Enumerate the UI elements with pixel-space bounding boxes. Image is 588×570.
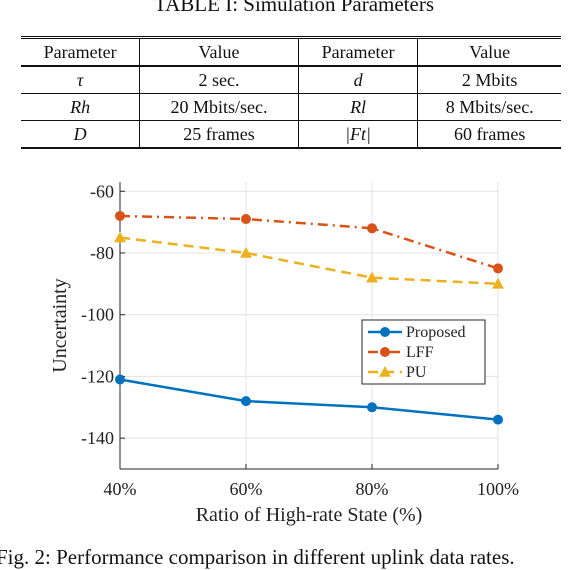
header-cell: Parameter bbox=[297, 36, 419, 67]
legend-label: PU bbox=[406, 364, 427, 381]
table-cell: 8 Mbits/sec. bbox=[417, 93, 561, 121]
header-cell: Value bbox=[417, 36, 561, 67]
table-cell: 60 frames bbox=[417, 120, 561, 149]
chart-container: -60 -80 -100 -120 -140 40% 60% 80% 100% Ratio of … bbox=[0, 170, 588, 530]
table-row: τ 2 sec. d 2 Mbits bbox=[21, 65, 561, 94]
table-cell: D bbox=[21, 120, 141, 149]
data-point-proposed bbox=[241, 396, 251, 407]
table-cell: d bbox=[297, 65, 419, 94]
data-point-pu bbox=[114, 231, 126, 243]
y-tick-label: -100 bbox=[81, 305, 114, 325]
x-tick-label: 100% bbox=[477, 479, 519, 499]
y-tick-label: -80 bbox=[90, 243, 114, 263]
legend-label: Proposed bbox=[406, 324, 466, 341]
table-cell: 20 Mbits/sec. bbox=[139, 93, 299, 121]
data-point-lff bbox=[241, 214, 251, 225]
legend-marker bbox=[380, 327, 390, 337]
table-cell: 2 Mbits bbox=[417, 65, 561, 94]
header-cell: Parameter bbox=[21, 36, 141, 67]
x-tick-label: 60% bbox=[230, 479, 263, 499]
table-cell: τ bbox=[21, 65, 141, 94]
table-row: Rh 20 Mbits/sec. Rl 8 Mbits/sec. bbox=[21, 93, 561, 121]
data-point-proposed bbox=[493, 414, 503, 425]
data-point-pu bbox=[492, 277, 504, 289]
y-axis-label: Uncertainty bbox=[49, 278, 71, 372]
table-row: D 25 frames |Ft| 60 frames bbox=[21, 120, 561, 149]
simulation-parameters-table: Parameter Value Parameter Value τ 2 sec.… bbox=[21, 36, 561, 149]
figure-caption: Fig. 2: Performance comparison in differ… bbox=[0, 545, 515, 569]
y-tick-label: -120 bbox=[81, 366, 114, 386]
x-tick-label: 40% bbox=[104, 479, 137, 499]
table-cell: 2 sec. bbox=[139, 65, 299, 94]
x-tick-label: 80% bbox=[356, 479, 389, 499]
data-point-pu bbox=[366, 271, 378, 283]
y-tick-label: -140 bbox=[81, 428, 114, 448]
data-point-proposed bbox=[115, 374, 125, 385]
data-point-proposed bbox=[367, 402, 377, 413]
table-cell: |Ft| bbox=[297, 120, 419, 149]
table-cell: 25 frames bbox=[139, 120, 299, 149]
uncertainty-line-chart: -60 -80 -100 -120 -140 40% 60% 80% 100% Ratio of … bbox=[49, 181, 519, 526]
data-point-lff bbox=[367, 223, 377, 234]
data-point-pu bbox=[240, 246, 252, 258]
data-point-lff bbox=[493, 263, 503, 274]
legend-marker bbox=[380, 347, 390, 357]
legend-marker bbox=[379, 366, 391, 377]
series-line-proposed bbox=[119, 378, 499, 421]
header-cell: Value bbox=[139, 36, 299, 67]
table-cell: Rh bbox=[21, 93, 141, 121]
table-cell: Rl bbox=[297, 93, 419, 121]
table-title: TABLE I: Simulation Parameters bbox=[153, 0, 434, 16]
legend-label: LFF bbox=[406, 344, 434, 361]
y-tick-label: -60 bbox=[90, 181, 114, 201]
x-axis-label: Ratio of High-rate State (%) bbox=[196, 504, 423, 526]
table-header-row: Parameter Value Parameter Value bbox=[21, 36, 561, 67]
data-point-lff bbox=[115, 210, 125, 221]
